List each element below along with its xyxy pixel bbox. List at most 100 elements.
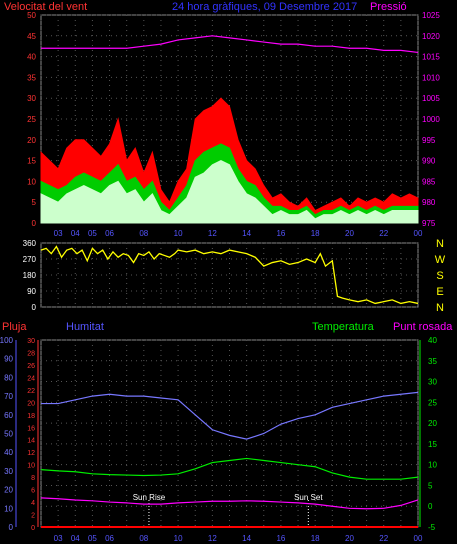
dewpoint-series (40, 497, 419, 510)
humidity-tick-label: 70 (4, 392, 13, 401)
temperature-axis-label: Temperatura (312, 321, 375, 333)
pressure-tick-label: 975 (422, 219, 436, 228)
wind-tick-label: 10 (27, 177, 36, 186)
wind-tick-label: 20 (27, 136, 36, 145)
direction-tick-label: 270 (23, 255, 37, 264)
rain-tick-label: 16 (27, 425, 35, 432)
pressure-series (41, 35, 419, 54)
humidity-tick-label: 40 (4, 448, 13, 457)
temperature-tick-label: 30 (428, 378, 437, 387)
wind-x-tick-label: 06 (105, 229, 114, 238)
compass-label: S (436, 270, 443, 282)
compass-label: W (435, 254, 446, 266)
rain-tick-label: 20 (27, 400, 35, 407)
rain-tick-label: 18 (27, 413, 35, 420)
pressure-tick-label: 1010 (422, 73, 440, 82)
sun-set-label: Sun Set (294, 493, 323, 502)
pressure-tick-label: 1005 (422, 94, 440, 103)
rain-tick-label: 12 (27, 450, 35, 457)
wind-x-tick-label: 04 (71, 229, 80, 238)
rain-tick-label: 28 (27, 350, 35, 357)
wind-tick-label: 5 (32, 198, 37, 207)
humidity-tick-label: 50 (4, 430, 13, 439)
rain-tick-label: 6 (31, 488, 35, 495)
temperature-tick-label: 0 (428, 502, 433, 511)
rain-tick-label: 2 (31, 513, 35, 520)
humidity-tick-label: 80 (4, 373, 13, 382)
direction-tick-label: 0 (32, 303, 37, 312)
wind-x-tick-label: 08 (139, 229, 148, 238)
rain-tick-label: 14 (27, 438, 35, 445)
thp-x-tick-label: 20 (345, 534, 354, 543)
compass-label: N (436, 238, 444, 250)
rain-tick-label: 22 (27, 388, 35, 395)
humidity-tick-label: 30 (4, 467, 13, 476)
humidity-series (41, 391, 419, 440)
rain-tick-label: 30 (27, 338, 35, 345)
wind-speed-series (40, 160, 419, 224)
temperature-tick-label: 40 (428, 336, 437, 345)
wind-tick-label: 40 (27, 53, 36, 62)
wind-tick-label: 45 (27, 32, 36, 41)
wind-x-tick-label: 18 (311, 229, 320, 238)
wind-tick-label: 50 (27, 11, 36, 20)
direction-tick-label: 90 (27, 287, 36, 296)
rain-tick-label: 26 (27, 363, 35, 370)
humidity-axis-label: Humitat (66, 321, 104, 333)
pressure-tick-label: 1015 (422, 53, 440, 62)
dewpoint-axis-label: Punt rosada (393, 321, 453, 333)
temperature-tick-label: 35 (428, 357, 437, 366)
wind-x-tick-label: 05 (88, 229, 97, 238)
wind-x-tick-label: 20 (345, 229, 354, 238)
pressure-tick-label: 1020 (422, 32, 440, 41)
temperature-series (40, 457, 419, 480)
wind-x-tick-label: 16 (276, 229, 285, 238)
rain-tick-label: 24 (27, 375, 35, 382)
wind-axis-label: Velocitat del vent (4, 1, 87, 13)
wind-tick-label: 25 (27, 115, 36, 124)
pressure-tick-label: 990 (422, 157, 436, 166)
rain-axis-label: Pluja (2, 321, 27, 333)
compass-label: N (436, 302, 444, 314)
wind-pressure-chart: 0510152025303540455097598098599099510001… (27, 11, 440, 238)
temperature-tick-label: 25 (428, 398, 437, 407)
wind-x-tick-label: 12 (208, 229, 217, 238)
thp-x-tick-label: 06 (105, 534, 114, 543)
wind-x-tick-label: 03 (54, 229, 63, 238)
rain-tick-label: 10 (27, 463, 35, 470)
compass-label: E (436, 286, 443, 298)
wind-x-tick-label: 14 (242, 229, 251, 238)
thp-x-tick-label: 22 (379, 534, 388, 543)
pressure-tick-label: 1000 (422, 115, 440, 124)
thp-x-tick-label: 04 (71, 534, 80, 543)
thp-x-tick-label: 05 (88, 534, 97, 543)
chart-title: 24 hora gràfiques, 09 Desembre 2017 (172, 1, 357, 13)
thp-x-tick-label: 00 (414, 534, 423, 543)
top-header: Velocitat del vent 24 hora gràfiques, 09… (4, 1, 407, 13)
humidity-tick-label: 10 (4, 504, 13, 513)
sun-rise-label: Sun Rise (133, 493, 166, 502)
temperature-tick-label: 15 (428, 440, 437, 449)
humidity-tick-label: 60 (4, 411, 13, 420)
humidity-tick-label: 100 (0, 336, 14, 345)
temp-humidity-rain-chart: 0102030405060708090100024681012141618202… (0, 336, 437, 543)
humidity-tick-label: 20 (4, 486, 13, 495)
temperature-tick-label: 20 (428, 419, 437, 428)
bottom-header: Pluja Humitat Temperatura Punt rosada (2, 321, 453, 333)
thp-x-tick-label: 18 (311, 534, 320, 543)
rain-tick-label: 4 (31, 500, 35, 507)
pressure-axis-label: Pressió (370, 1, 407, 13)
thp-x-tick-label: 14 (242, 534, 251, 543)
wind-tick-label: 30 (27, 94, 36, 103)
temperature-tick-label: 5 (428, 481, 433, 490)
pressure-tick-label: 980 (422, 198, 436, 207)
pressure-tick-label: 1025 (422, 11, 440, 20)
direction-tick-label: 180 (23, 271, 37, 280)
thp-x-tick-label: 10 (174, 534, 183, 543)
rain-tick-label: 8 (31, 475, 35, 482)
direction-tick-label: 360 (23, 239, 37, 248)
rain-tick-label: 0 (31, 525, 35, 532)
pressure-tick-label: 995 (422, 136, 436, 145)
